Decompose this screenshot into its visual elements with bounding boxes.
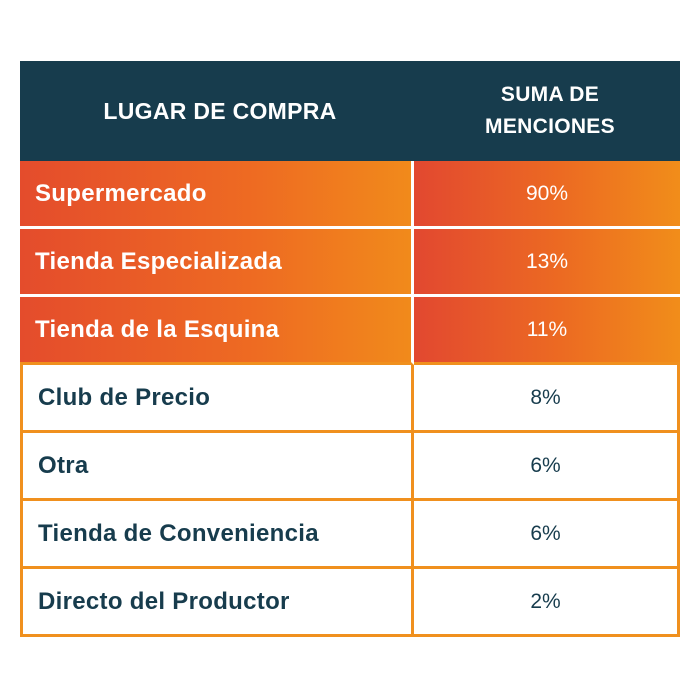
header-suma-line2: MENCIONES (485, 115, 615, 138)
purchase-place-table: LUGAR DE COMPRA SUMA DE MENCIONES Superm… (20, 61, 680, 639)
row-menciones: 13% (414, 229, 680, 297)
header-lugar-de-compra: LUGAR DE COMPRA (103, 97, 337, 124)
row-lugar: Club de Precio (20, 365, 414, 433)
table-row: Tienda de Conveniencia 6% (20, 501, 680, 569)
table-row: Club de Precio 8% (20, 365, 680, 433)
row-lugar: Supermercado (20, 161, 414, 229)
table-row: Directo del Productor 2% (20, 569, 680, 637)
row-menciones: 6% (414, 501, 680, 569)
row-lugar: Otra (20, 433, 414, 501)
row-lugar: Tienda Especializada (20, 229, 414, 297)
row-menciones: 90% (414, 161, 680, 229)
table-row: Otra 6% (20, 433, 680, 501)
table-row: Tienda Especializada 13% (20, 229, 680, 297)
table-row: Tienda de la Esquina 11% (20, 297, 680, 365)
row-menciones: 8% (414, 365, 680, 433)
header-suma-line1: SUMA DE (500, 83, 600, 106)
row-menciones: 11% (414, 297, 680, 365)
row-menciones: 2% (414, 569, 680, 637)
header-suma-de-menciones: SUMA DE MENCIONES (420, 61, 680, 161)
row-menciones: 6% (414, 433, 680, 501)
row-lugar: Tienda de Conveniencia (20, 501, 414, 569)
table-row: Supermercado 90% (20, 161, 680, 229)
table-header: LUGAR DE COMPRA SUMA DE MENCIONES (20, 61, 680, 161)
row-lugar: Tienda de la Esquina (20, 297, 414, 365)
row-lugar: Directo del Productor (20, 569, 414, 637)
